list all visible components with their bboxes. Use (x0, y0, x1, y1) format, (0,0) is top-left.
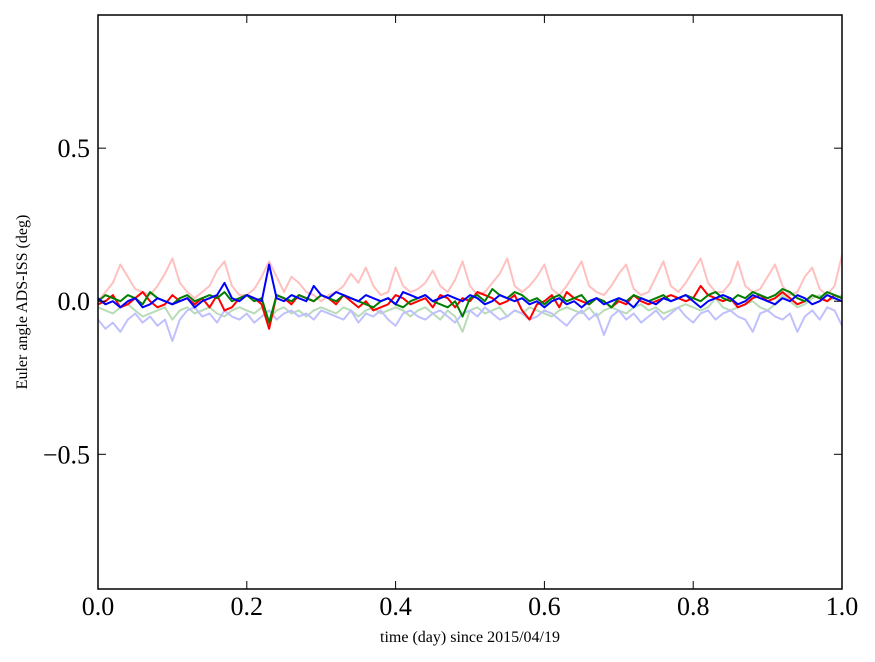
y-tick-label: 0.0 (58, 287, 91, 316)
x-tick-label: 0.8 (677, 592, 710, 621)
y-tick-label: 0.5 (58, 134, 91, 163)
x-tick-label: 0.4 (379, 592, 412, 621)
series-line (97, 263, 843, 309)
series-line (97, 284, 843, 330)
series-line (97, 255, 843, 303)
y-axis-label: Euler angle ADS-ISS (deg) (14, 215, 31, 390)
y-tick-label: −0.5 (43, 440, 90, 469)
plot-frame (97, 14, 843, 590)
x-axis-label: time (day) since 2015/04/19 (380, 629, 560, 646)
x-tick-label: 0.0 (82, 592, 115, 621)
x-tick-label: 0.6 (528, 592, 561, 621)
x-tick-label: 1.0 (826, 592, 859, 621)
series-line (97, 306, 843, 343)
x-tick-label: 0.2 (231, 592, 264, 621)
series-line (97, 287, 843, 324)
